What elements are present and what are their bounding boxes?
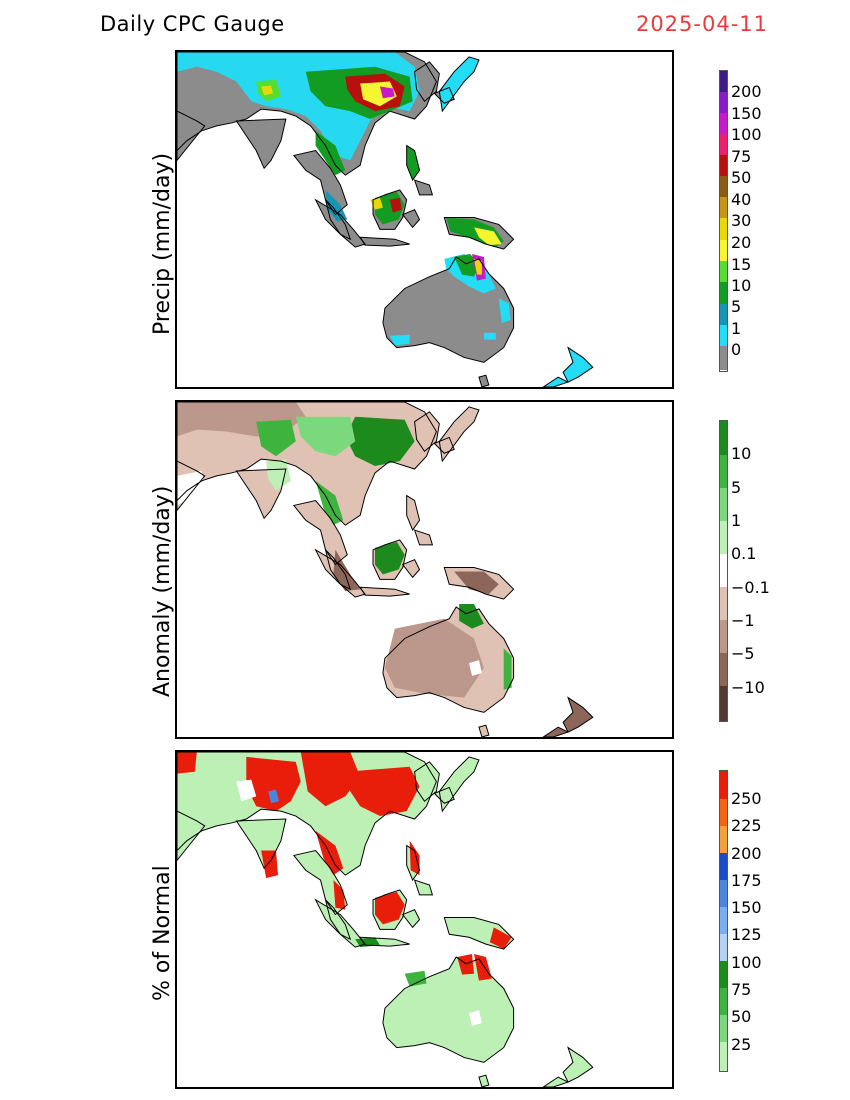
percent-normal-tick: 150 [731,898,762,917]
anomaly-tick: 5 [731,478,742,497]
precip-map [177,52,672,387]
percent-normal-tick: 250 [731,789,762,808]
precip-tick: 40 [731,190,752,209]
percent-normal-tick: 50 [731,1007,752,1026]
precip-tick: 50 [731,168,752,187]
anomaly-tick: −0.1 [731,578,770,597]
precip-map-panel [175,50,674,389]
percent-normal-tick: 125 [731,925,762,944]
percent-normal-map [177,752,672,1087]
percent-normal-tick: 200 [731,844,762,863]
anomaly-axis-label: Anomaly (mm/day) [150,485,175,697]
percent-normal-tick: 100 [731,953,762,972]
precip-tick: 0 [731,340,742,359]
precip-tick: 20 [731,233,752,252]
chart-title: Daily CPC Gauge [100,12,285,36]
anomaly-tick: 10 [731,444,752,463]
anomaly-tick: 1 [731,511,742,530]
percent-normal-map-panel [175,750,674,1089]
precip-axis-label: Precip (mm/day) [150,152,175,335]
precip-colorbar [719,70,728,372]
precip-tick: 1 [731,319,742,338]
percent-normal-tick: 25 [731,1035,752,1054]
anomaly-tick: 0.1 [731,544,757,563]
anomaly-map-panel [175,400,674,739]
precip-tick: 100 [731,125,762,144]
precip-tick: 75 [731,147,752,166]
percent-normal-tick: 75 [731,980,752,999]
anomaly-tick: −1 [731,611,755,630]
percent-normal-tick: 175 [731,871,762,890]
percent-normal-colorbar [719,770,728,1072]
precip-tick: 5 [731,297,742,316]
precip-tick: 15 [731,255,752,274]
precip-tick: 10 [731,276,752,295]
precip-tick: 150 [731,104,762,123]
anomaly-tick: −10 [731,678,765,697]
precip-tick: 200 [731,82,762,101]
anomaly-map [177,402,672,737]
date-label: 2025-04-11 [635,12,768,36]
anomaly-colorbar [719,420,728,722]
percent-normal-tick: 225 [731,816,762,835]
anomaly-tick: −5 [731,644,755,663]
percent-normal-axis-label: % of Normal [150,865,175,1001]
precip-tick: 30 [731,211,752,230]
